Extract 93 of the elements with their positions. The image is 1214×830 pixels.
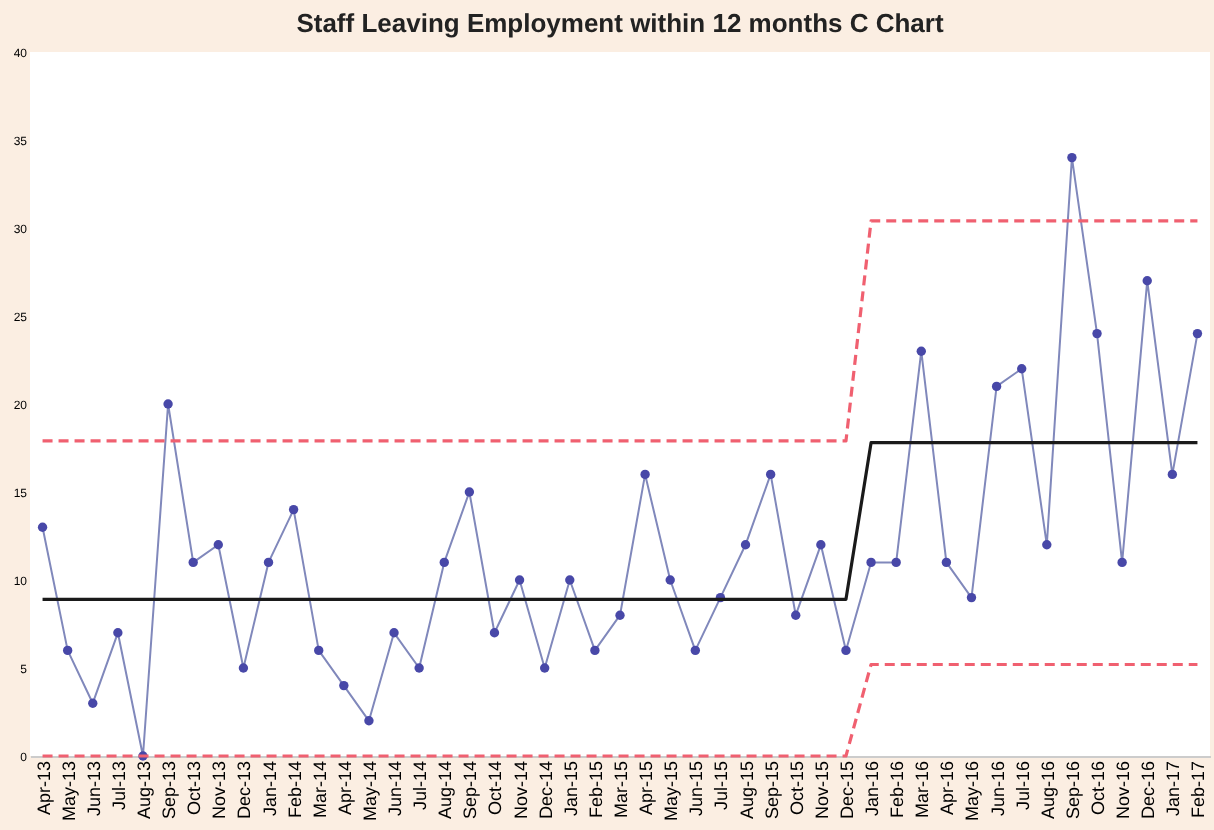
x-tick-label: Dec-13 [234,761,255,820]
point [891,557,901,568]
x-tick-label: Dec-16 [1138,761,1159,820]
point [188,557,198,568]
x-tick-label: Jun-15 [686,761,707,817]
point [565,575,575,585]
x-tick-label: Nov-16 [1113,761,1134,820]
x-tick-label: Jun-13 [83,761,104,817]
point [163,399,173,409]
x-tick-label: Jul-15 [711,761,732,811]
point [740,540,751,550]
point [966,592,977,603]
x-tick-label: Aug-14 [435,761,456,820]
point [841,645,851,656]
x-tick-label: Feb-17 [1188,761,1209,819]
point [37,522,48,532]
point [539,663,550,673]
point [62,645,73,656]
x-tick-label: Sep-14 [460,761,481,820]
x-tick-label: Nov-15 [811,761,832,820]
point [816,540,826,550]
point [866,557,876,568]
x-tick-label: Mar-15 [611,761,631,819]
x-tick-label: Dec-15 [836,761,857,820]
point [1142,276,1152,286]
point [1017,364,1027,374]
point [791,610,801,620]
x-tick-label: Nov-13 [209,761,230,820]
x-tick-label: Aug-13 [133,761,154,820]
point [941,557,952,568]
x-tick-label: Sep-15 [761,761,782,820]
x-tick-label: May-16 [962,761,983,822]
x-tick-label: Jun-16 [987,761,1008,817]
x-tick-label: Jan-17 [1163,761,1184,817]
x-tick-label: Jan-15 [560,761,581,817]
x-tick-label: May-14 [359,761,380,822]
x-tick-label: Jan-14 [259,761,280,817]
x-tick-label: Jun-14 [385,761,406,817]
point [238,663,249,673]
point [665,575,675,585]
x-tick-label: Dec-14 [535,761,556,820]
point [213,540,223,550]
point [640,469,650,480]
x-tick-label: Oct-15 [786,761,807,816]
point [514,575,525,585]
point [489,628,500,638]
x-tick-label: Oct-14 [485,761,506,816]
x-tick-label: Apr-16 [937,761,958,816]
x-tick-label: Feb-14 [284,761,305,819]
x-tick-label: Mar-14 [309,761,330,819]
x-tick-label: Apr-14 [334,761,355,816]
x-tick-label: Jul-14 [410,761,431,811]
point [288,504,299,515]
point [88,698,98,708]
point [314,645,324,656]
point [615,610,625,620]
point [1192,328,1203,339]
point [1117,557,1127,568]
x-tick-label: Aug-16 [1037,761,1058,820]
point [113,628,123,638]
point [916,346,926,356]
point [690,645,701,656]
x-tick-label: Feb-16 [887,761,908,819]
x-tick-label: Aug-15 [736,761,757,820]
point [389,628,399,638]
point [1167,469,1178,480]
chart-title: Staff Leaving Employment within 12 months C Chart [296,8,945,38]
x-tick-label: Nov-14 [510,761,531,820]
x-tick-label: Apr-13 [33,761,54,816]
point [1092,328,1102,339]
point [339,680,349,691]
point [1042,540,1052,550]
x-tick-label: Feb-15 [585,761,606,819]
point [414,663,424,673]
x-tick-label: Jul-16 [1012,761,1033,811]
point [464,487,475,497]
x-tick-label: May-13 [58,761,79,822]
point [364,716,374,726]
x-tick-label: Sep-13 [159,761,180,820]
x-tick-label: Jul-13 [108,761,129,811]
x-tick-label: Jan-16 [862,761,883,817]
point [439,557,449,568]
point [263,557,274,568]
x-tick-label: Oct-16 [1088,761,1109,816]
x-tick-label: Sep-16 [1062,761,1083,820]
x-tick-label: May-15 [661,761,682,822]
x-tick-label: Apr-15 [636,761,657,816]
point [1067,152,1077,163]
point [590,645,600,656]
point [991,381,1002,392]
x-tick-label: Mar-16 [912,761,933,819]
point [765,469,776,480]
x-tick-label: Oct-13 [184,761,205,816]
